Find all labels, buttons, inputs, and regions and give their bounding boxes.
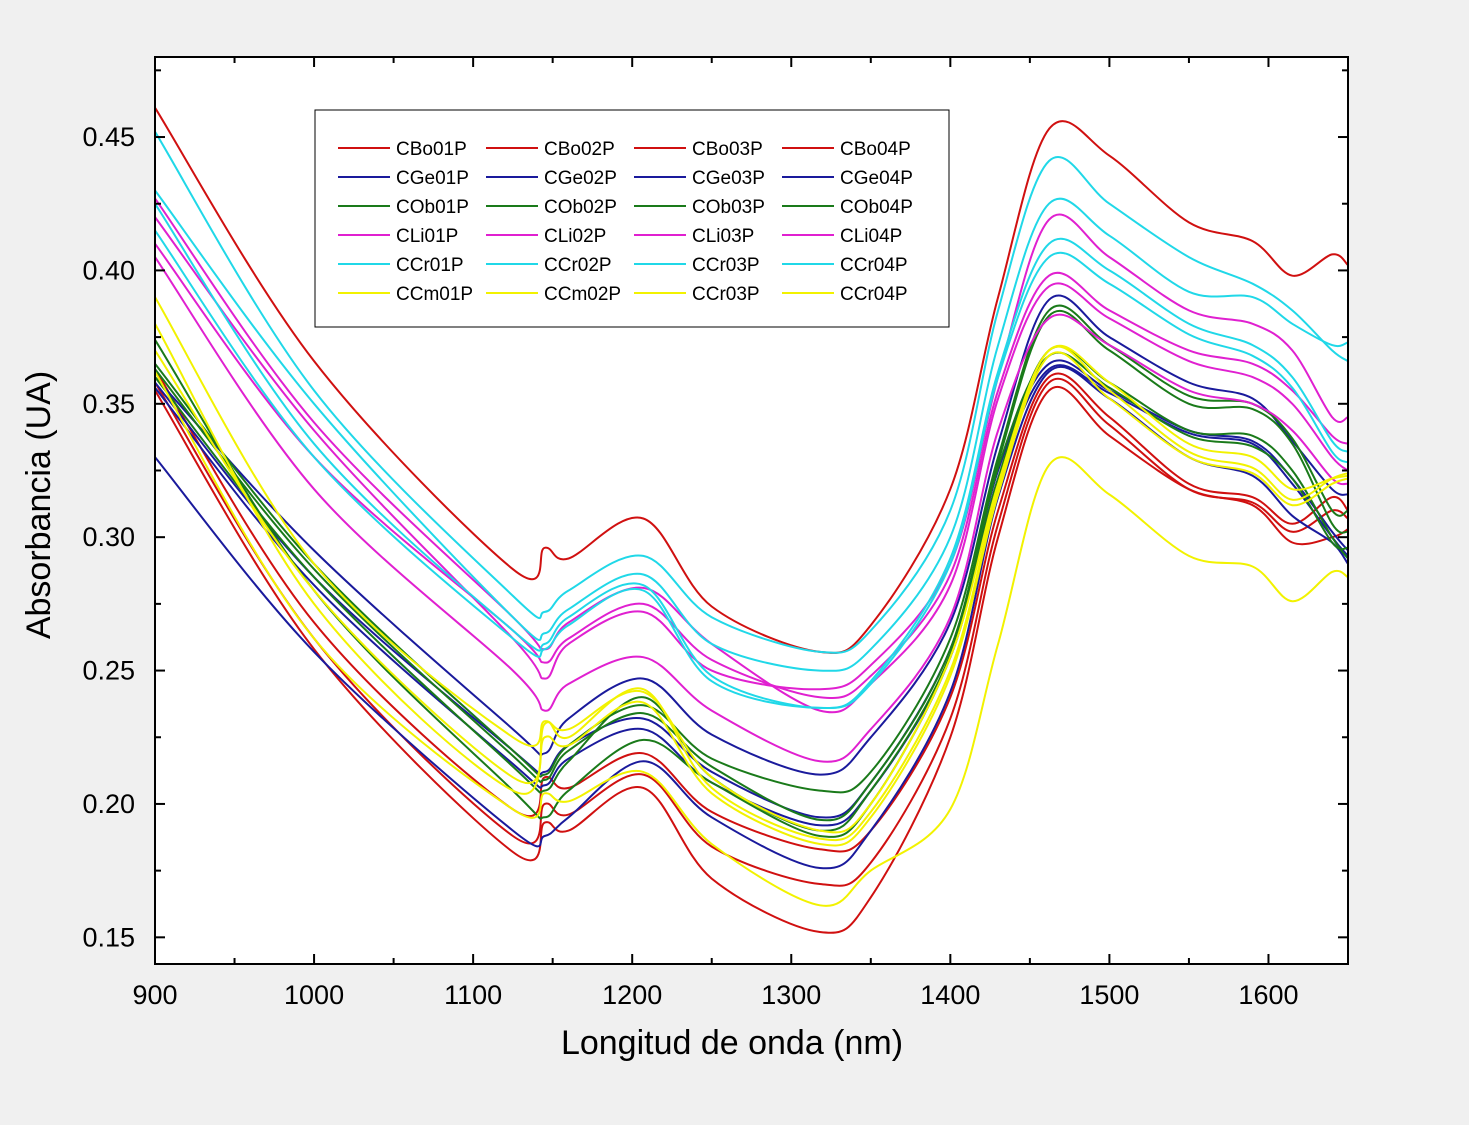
y-axis-label: Absorbancia (UA) [20,371,58,639]
legend-label: CLi02P [544,226,606,247]
legend-label: CGe03P [692,168,765,189]
y-tick-label: 0.35 [82,389,135,419]
legend-label: CCr02P [544,255,612,276]
legend-label: CGe04P [840,168,913,189]
legend-label: CBo01P [396,139,467,160]
legend-item: CGe01P [338,168,469,189]
legend-label: CBo02P [544,139,615,160]
x-tick-label: 1000 [284,980,344,1010]
legend-label: CCr04P [840,255,908,276]
plot-frame [154,56,1349,965]
legend-item: CLi02P [486,226,606,247]
legend-label: CCr03P [692,255,760,276]
x-tick-label: 1100 [444,980,502,1010]
legend-label: COb03P [692,197,765,218]
series-line-ccm01p-20 [154,296,1349,834]
y-tick-label: 0.40 [82,255,135,285]
legend-item: CCr03P [634,284,760,305]
x-tick-label: 1400 [920,980,980,1010]
x-tick-label: 1600 [1238,980,1298,1010]
legend-item: CCr03P [634,255,760,276]
series-line-ccr04p-19 [154,229,1349,709]
legend-item: CBo03P [634,139,763,160]
legend-label: CCr03P [692,284,760,305]
y-tick-label: 0.20 [82,789,135,819]
y-tick-label: 0.15 [82,922,135,952]
legend-label: COb01P [396,197,469,218]
legend-item: CGe02P [486,168,617,189]
legend-label: CLi03P [692,226,754,247]
legend-item: CBo04P [782,139,911,160]
legend-item: CGe03P [634,168,765,189]
series-line-ccm02p-21 [154,323,1349,842]
legend-item: CBo02P [486,139,615,160]
legend-label: CLi04P [840,226,902,247]
x-tick-label: 1300 [761,980,821,1010]
legend-label: COb04P [840,197,913,218]
series-line-cbo01p-0 [154,107,1349,654]
legend-item: CCm01P [338,284,473,305]
series-line-cge02p-5 [154,294,1349,776]
legend-item: COb04P [782,197,913,218]
series-line-ccr04p-23 [154,349,1349,847]
series-line-cob04p-11 [154,351,1349,832]
legend-items: CBo01P CBo02P CBo03P CBo04P CGe01P CGe02P CGe0… [338,139,913,305]
series-layer [154,107,1349,934]
series-line-cob03p-10 [154,309,1349,822]
series-line-cbo04p-3 [154,377,1349,887]
legend-label: CCr01P [396,255,464,276]
legend-label: CBo03P [692,139,763,160]
y-tick-label: 0.30 [82,522,135,552]
legend-item: CCr04P [782,255,908,276]
legend-box [314,109,950,328]
legend-label: CBo04P [840,139,911,160]
legend-item: CCr01P [338,255,464,276]
series-line-ccr02p-17 [154,189,1349,672]
series-line-ccr01p-16 [154,131,1349,654]
legend-label: CCr04P [840,284,908,305]
legend-item: CGe04P [782,168,913,189]
legend-label: CLi01P [396,226,458,247]
x-tick-label: 1500 [1079,980,1139,1010]
legend-item: CLi03P [634,226,754,247]
series-line-ccr03p-22 [154,371,1349,907]
legend-label: CGe02P [544,168,617,189]
legend-label: CCm02P [544,284,621,305]
x-axis-label: Longitud de onda (nm) [561,1024,903,1062]
series-line-cli03p-14 [154,256,1349,763]
legend-item: CLi04P [782,226,902,247]
legend-item: CCm02P [486,284,621,305]
legend-item: CBo01P [338,139,467,160]
legend-item: CCr02P [486,255,612,276]
legend-item: COb02P [486,197,617,218]
legend-item: CCr04P [782,284,908,305]
x-tick-label: 900 [132,980,177,1010]
legend-label: COb02P [544,197,617,218]
x-tick-label: 1200 [602,980,662,1010]
legend-item: CLi01P [338,226,458,247]
y-tick-label: 0.25 [82,656,135,686]
legend-item: COb01P [338,197,469,218]
y-tick-label: 0.45 [82,122,135,152]
series-line-ccr03p-18 [154,203,1349,710]
legend: CBo01P CBo02P CBo03P CBo04P CGe01P CGe02P CGe0… [314,109,950,328]
legend-label: CGe01P [396,168,469,189]
series-line-cob02p-9 [154,304,1349,794]
legend-label: CCm01P [396,284,473,305]
legend-item: COb03P [634,197,765,218]
tick-layer: 900 1000 1100 1200 1300 1400 1500 1600 0.15 0.20 0… [82,57,1348,1010]
